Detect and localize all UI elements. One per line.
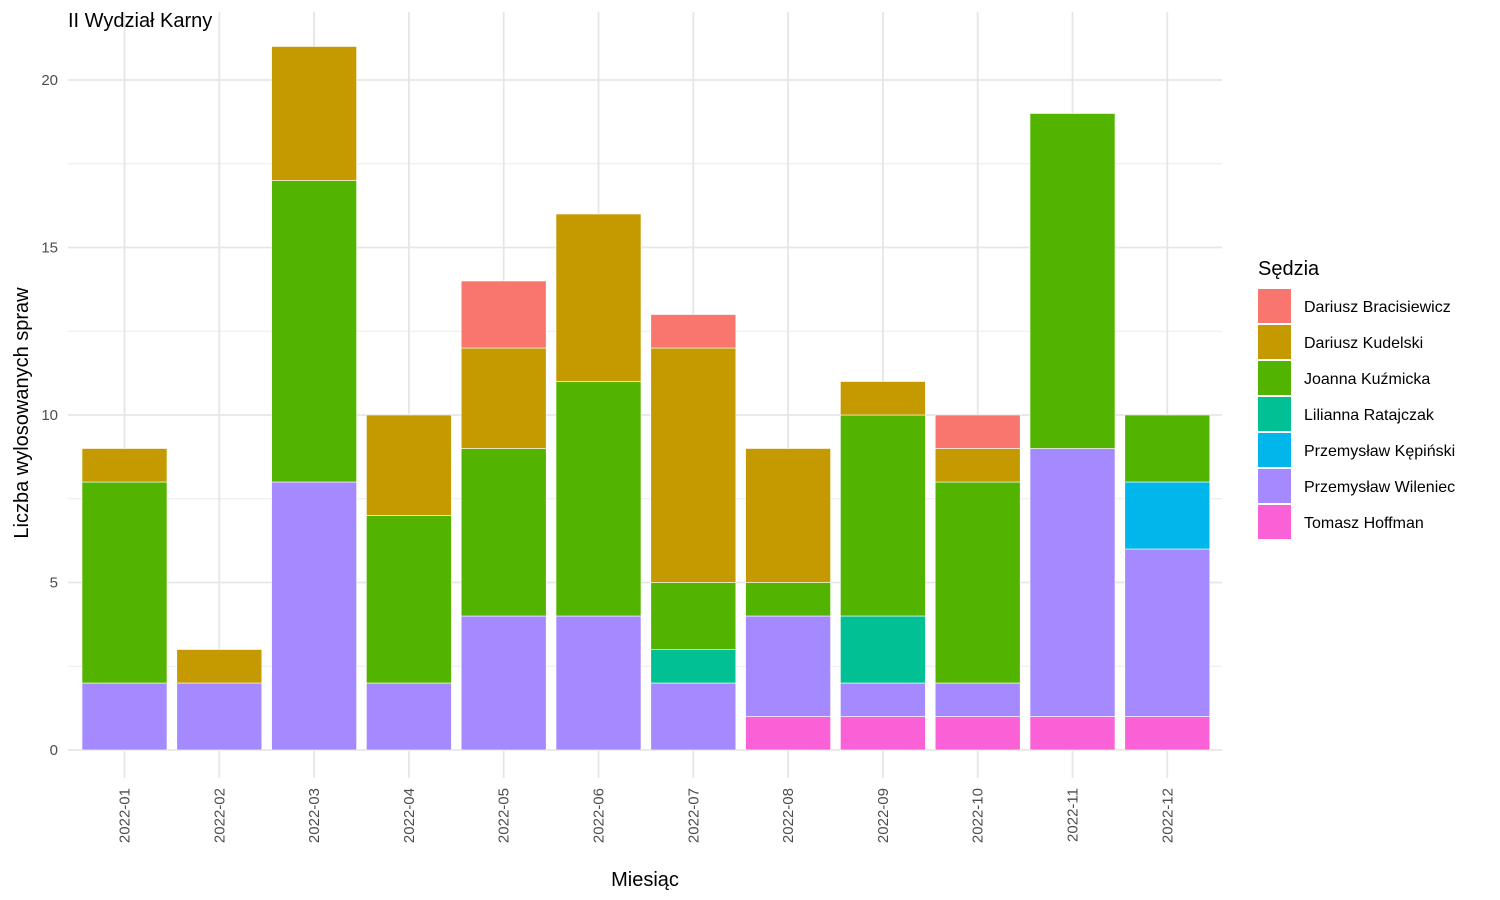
bar-segment bbox=[271, 481, 357, 751]
y-tick-label: 20 bbox=[41, 72, 58, 89]
bar-segment bbox=[745, 448, 831, 583]
legend-label: Przemysław Kępiński bbox=[1304, 443, 1455, 460]
bar-segment bbox=[650, 347, 737, 583]
bar-segment bbox=[1124, 414, 1211, 483]
bars bbox=[81, 46, 1211, 751]
bar-segment bbox=[460, 448, 547, 617]
x-tick-label: 2022-07 bbox=[685, 788, 702, 843]
x-tick-label: 2022-06 bbox=[591, 788, 608, 843]
bar-segment bbox=[650, 314, 737, 349]
bar-segment bbox=[650, 682, 737, 751]
x-tick-label: 2022-02 bbox=[211, 788, 228, 843]
y-axis-ticks: 0 5 10 15 20 bbox=[41, 72, 58, 759]
bar-segment bbox=[840, 716, 926, 751]
legend-label: Tomasz Hoffman bbox=[1304, 515, 1424, 532]
x-tick-label: 2022-10 bbox=[970, 788, 987, 843]
y-tick-label: 0 bbox=[50, 742, 58, 759]
bar-segment bbox=[1029, 113, 1116, 449]
bar-segment bbox=[81, 448, 168, 483]
bar-segment bbox=[366, 515, 452, 684]
bar-segment bbox=[81, 682, 168, 751]
bar-segment bbox=[555, 213, 642, 382]
bar-segment bbox=[555, 381, 642, 617]
bar-segment bbox=[934, 481, 1021, 684]
y-tick-label: 15 bbox=[41, 240, 58, 257]
legend-key bbox=[1258, 433, 1291, 467]
legend: Dariusz Bracisiewicz Dariusz Kudelski Joan… bbox=[1258, 289, 1455, 539]
legend-label: Joanna Kuźmicka bbox=[1304, 371, 1430, 388]
legend-key bbox=[1258, 361, 1291, 395]
bar-segment bbox=[745, 716, 831, 751]
bar-segment bbox=[271, 180, 357, 483]
x-axis-title: Miesiąc bbox=[611, 869, 679, 891]
bar-segment bbox=[745, 582, 831, 617]
bar-segment bbox=[460, 347, 547, 449]
bar-segment bbox=[176, 682, 263, 751]
bar-segment bbox=[840, 414, 926, 617]
bar-segment bbox=[366, 682, 452, 751]
bar-segment bbox=[176, 649, 263, 684]
x-tick-label: 2022-08 bbox=[780, 788, 797, 843]
bar-segment bbox=[1124, 481, 1211, 550]
bar-segment bbox=[650, 649, 737, 684]
bar-segment bbox=[840, 381, 926, 416]
bar-segment bbox=[1029, 448, 1116, 717]
bar-segment bbox=[934, 682, 1021, 717]
y-tick-label: 10 bbox=[41, 407, 58, 424]
bar-segment bbox=[1124, 716, 1211, 751]
legend-key bbox=[1258, 469, 1291, 503]
bar-segment bbox=[745, 615, 831, 717]
legend-label: Dariusz Bracisiewicz bbox=[1304, 299, 1451, 316]
legend-key bbox=[1258, 505, 1291, 539]
x-tick-label: 2022-11 bbox=[1065, 788, 1082, 842]
bar-segment bbox=[460, 615, 547, 751]
bar-segment bbox=[934, 414, 1021, 449]
x-axis-ticks: 2022-01 2022-02 2022-03 2022-04 2022-05 2022-… bbox=[117, 788, 1177, 843]
bar-segment bbox=[555, 615, 642, 751]
x-tick-label: 2022-09 bbox=[875, 788, 892, 843]
legend-key bbox=[1258, 397, 1291, 431]
legend-key bbox=[1258, 289, 1291, 323]
x-tick-label: 2022-04 bbox=[401, 788, 418, 843]
y-tick-label: 5 bbox=[50, 575, 58, 592]
bar-segment bbox=[934, 448, 1021, 483]
bar-segment bbox=[1029, 716, 1116, 751]
bar-segment bbox=[840, 682, 926, 717]
legend-title: Sędzia bbox=[1258, 258, 1320, 280]
bar-segment bbox=[1124, 548, 1211, 717]
bar-segment bbox=[81, 481, 168, 684]
y-axis-title: Liczba wylosowanych spraw bbox=[11, 287, 33, 539]
bar-segment bbox=[650, 582, 737, 650]
bar-segment bbox=[840, 615, 926, 684]
bar-segment bbox=[366, 414, 452, 516]
legend-label: Dariusz Kudelski bbox=[1304, 335, 1423, 352]
x-tick-label: 2022-05 bbox=[496, 788, 513, 843]
x-tick-label: 2022-12 bbox=[1159, 788, 1176, 843]
x-tick-label: 2022-01 bbox=[117, 788, 134, 843]
bar-segment bbox=[460, 280, 547, 349]
bar-segment bbox=[934, 716, 1021, 751]
chart-title: II Wydział Karny bbox=[68, 10, 212, 32]
legend-label: Lilianna Ratajczak bbox=[1304, 407, 1435, 424]
legend-key bbox=[1258, 325, 1291, 359]
bar-segment bbox=[271, 46, 357, 181]
legend-label: Przemysław Wileniec bbox=[1304, 479, 1455, 496]
x-tick-label: 2022-03 bbox=[306, 788, 323, 843]
